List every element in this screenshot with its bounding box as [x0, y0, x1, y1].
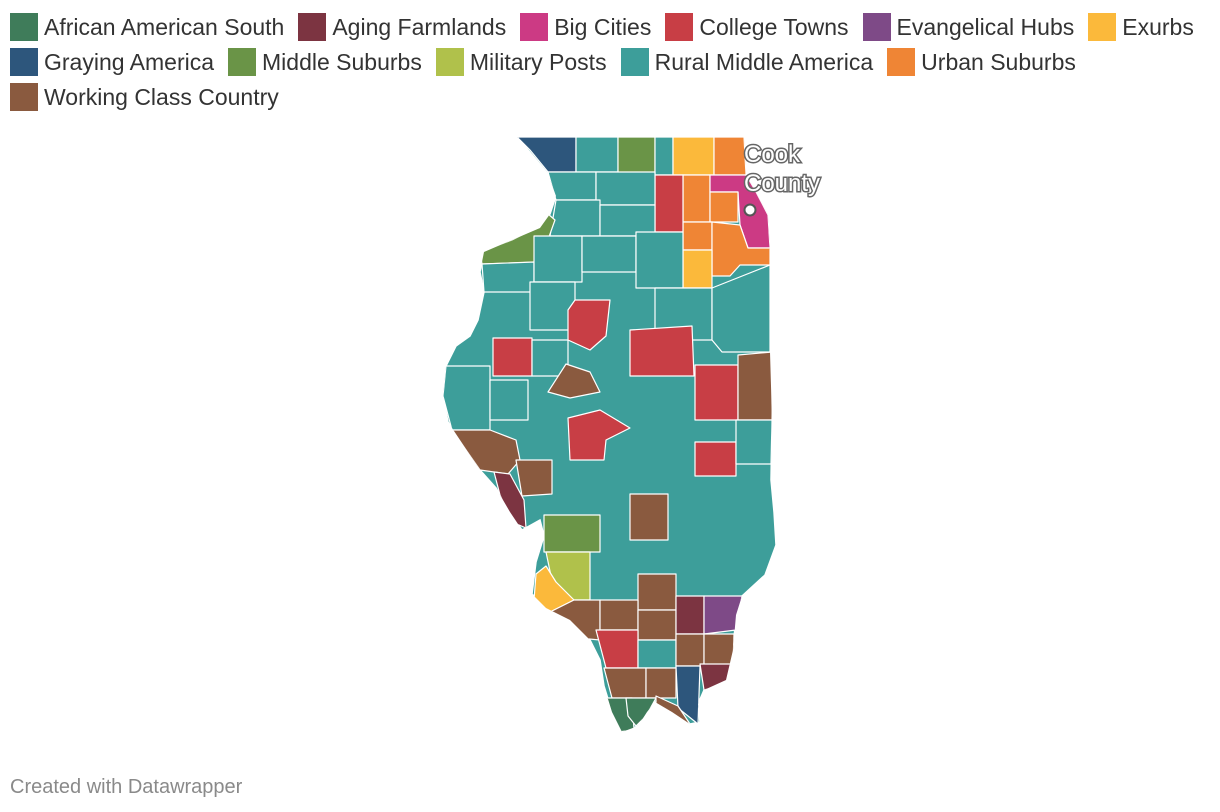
- legend-item: Exurbs: [1088, 10, 1194, 45]
- legend-label: Big Cities: [554, 14, 652, 40]
- county-coles: [694, 441, 737, 477]
- county-hamilton: [675, 595, 705, 635]
- legend: African American South Aging Farmlands Big…: [10, 10, 1210, 115]
- legend-label: Urban Suburbs: [921, 49, 1076, 75]
- cook-county-marker: [743, 203, 757, 217]
- county-mercer: [481, 261, 535, 293]
- legend-swatch: [228, 48, 257, 76]
- county-stephenson: [575, 137, 619, 173]
- county-peoria: [567, 299, 611, 351]
- legend-swatch: [620, 48, 649, 76]
- county-adams: [443, 365, 491, 431]
- legend-label: Rural Middle America: [654, 49, 874, 75]
- legend-item: Rural Middle America: [620, 45, 874, 80]
- footer-credit: Created with Datawrapper: [10, 776, 243, 798]
- county-lee: [599, 204, 656, 237]
- legend-label: Exurbs: [1122, 14, 1194, 40]
- legend-label: Graying America: [44, 49, 215, 75]
- county-shelby: [629, 493, 669, 541]
- county-dekalb: [654, 174, 684, 233]
- legend-item: Aging Farmlands: [298, 10, 506, 45]
- county-union: [603, 667, 647, 699]
- legend-item: Military Posts: [435, 45, 607, 80]
- county-dupage: [709, 191, 739, 223]
- legend-item: Middle Suburbs: [228, 45, 422, 80]
- county-pike: [489, 379, 529, 421]
- legend-swatch: [1088, 13, 1117, 41]
- county-saline: [675, 633, 705, 667]
- legend-label: African American South: [44, 14, 285, 40]
- county-gallatin: [703, 633, 735, 667]
- county-madison: [543, 514, 601, 553]
- legend-swatch: [298, 13, 327, 41]
- county-vermilion: [737, 351, 773, 421]
- county-grundy: [682, 249, 713, 289]
- callout-line-2: County: [744, 170, 820, 197]
- legend-label: Aging Farmlands: [332, 14, 507, 40]
- county-mchenry: [672, 137, 715, 176]
- county-mclean: [629, 325, 695, 377]
- county-ogle: [595, 171, 656, 206]
- legend-swatch: [10, 83, 38, 111]
- legend-item: Evangelical Hubs: [862, 10, 1075, 45]
- legend-swatch: [435, 48, 464, 76]
- legend-item: Working Class Country: [10, 80, 279, 115]
- county-winnebago: [617, 137, 656, 176]
- county-lasalle: [635, 231, 684, 289]
- county-edgar: [735, 419, 773, 465]
- county-jo-daviess: [516, 137, 577, 173]
- county-sangamon: [567, 409, 631, 461]
- county-bureau: [581, 235, 637, 273]
- legend-swatch: [10, 13, 38, 41]
- county-kendall: [682, 221, 713, 251]
- legend-item: Urban Suburbs: [887, 45, 1076, 80]
- county-franklin: [637, 609, 677, 641]
- legend-swatch: [10, 48, 38, 76]
- county-jefferson: [637, 573, 677, 611]
- legend-swatch: [887, 48, 916, 76]
- callout-line-1: Cook: [744, 141, 801, 168]
- county-henry: [533, 235, 583, 283]
- legend-item: Big Cities: [520, 10, 651, 45]
- county-boone: [654, 137, 674, 176]
- county-perry: [599, 599, 639, 631]
- county-menard: [547, 363, 601, 399]
- county-iroquois: [711, 264, 771, 353]
- legend-item: African American South: [10, 10, 284, 45]
- legend-label: Military Posts: [469, 49, 607, 75]
- legend-label: Middle Suburbs: [262, 49, 422, 75]
- legend-label: College Towns: [699, 14, 849, 40]
- legend-item: College Towns: [665, 10, 849, 45]
- county-pulaski: [625, 697, 657, 727]
- county-mcdonough: [492, 337, 533, 377]
- legend-item: Graying America: [10, 45, 214, 80]
- legend-label: Working Class Country: [44, 84, 279, 110]
- legend-swatch: [862, 13, 891, 41]
- county-lake: [713, 137, 747, 176]
- legend-swatch: [520, 13, 549, 41]
- county-whiteside: [549, 199, 601, 237]
- county-calhoun-pike: [451, 429, 521, 475]
- county-champaign: [694, 364, 739, 421]
- legend-swatch: [665, 13, 694, 41]
- illinois-county-map: Cook County: [442, 136, 822, 733]
- legend-label: Evangelical Hubs: [896, 14, 1075, 40]
- county-williamson: [637, 639, 677, 669]
- county-macoupin: [515, 459, 553, 497]
- county-hardin: [699, 663, 734, 691]
- county-johnson: [645, 667, 677, 699]
- county-kane: [682, 174, 711, 223]
